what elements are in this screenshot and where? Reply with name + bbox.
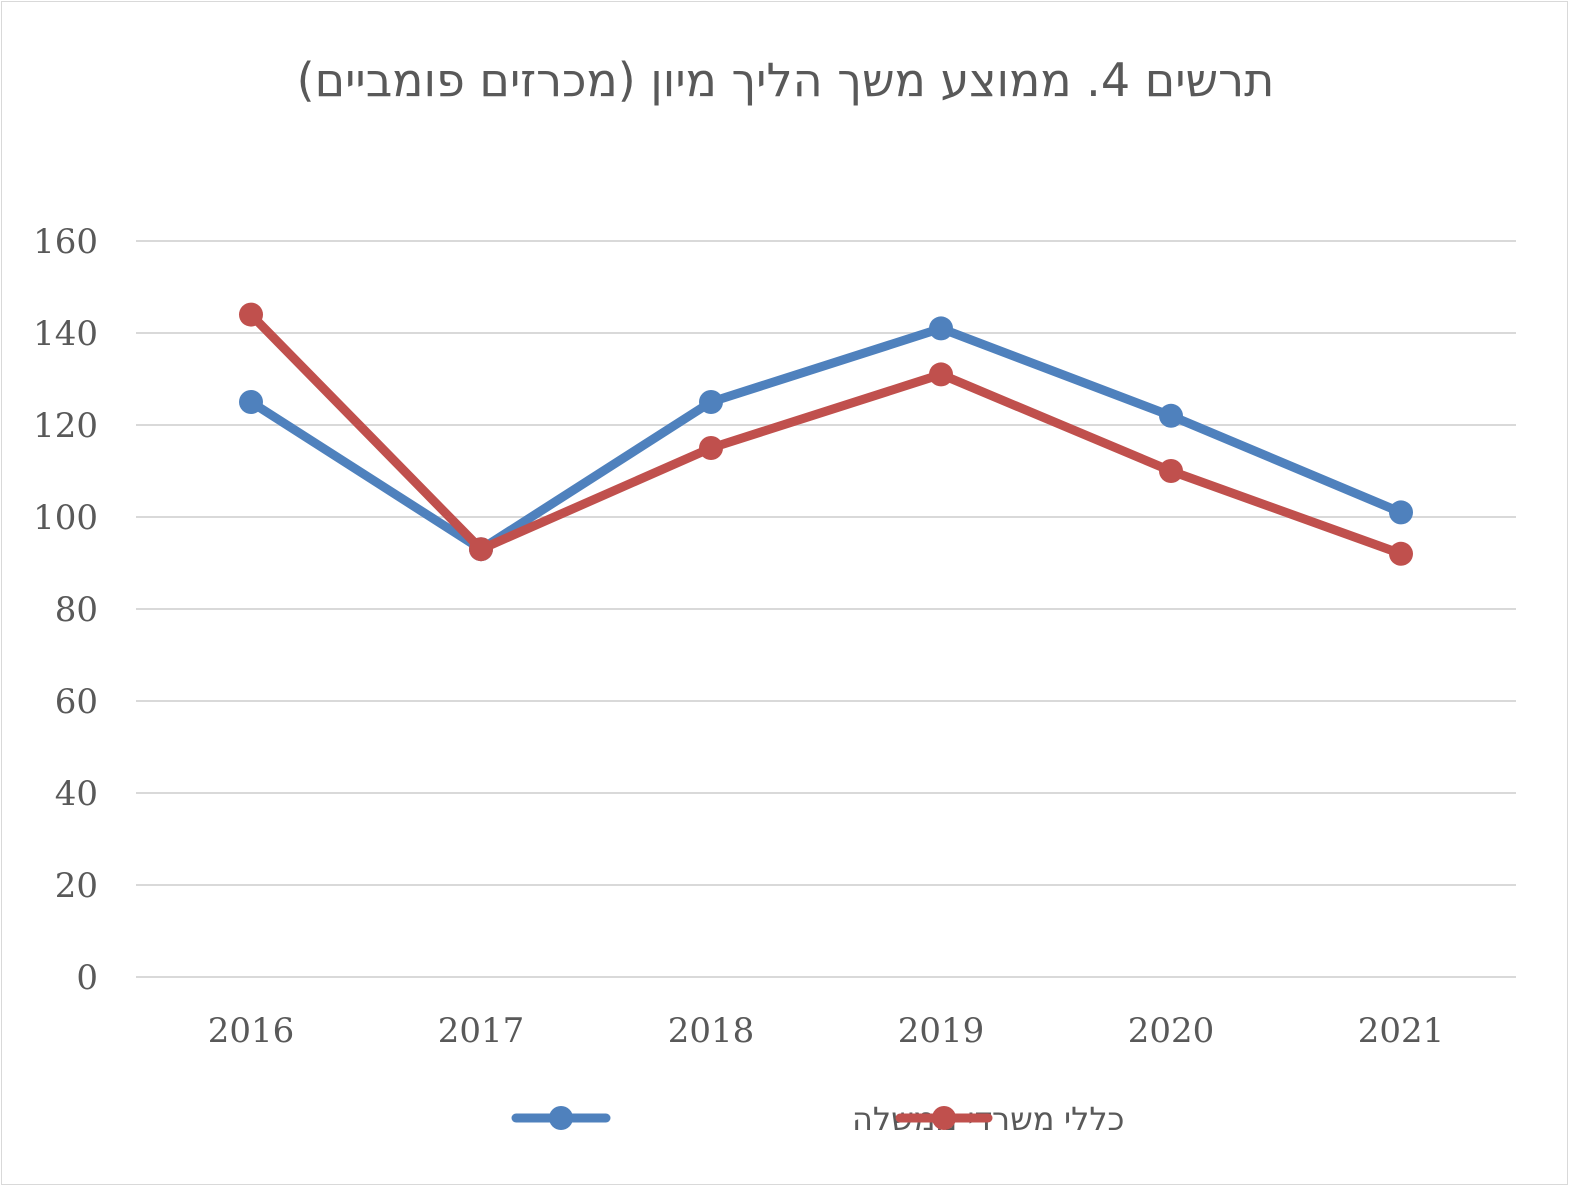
data-point — [699, 436, 723, 460]
data-point — [239, 302, 263, 327]
data-point — [239, 390, 263, 414]
legend-label: כללי — [1064, 1100, 1124, 1138]
data-point — [699, 390, 723, 414]
chart-title: תרשים 4. ממוצע משך הליך מיון (מכרזים פומ… — [296, 53, 1275, 107]
data-point — [1389, 541, 1413, 566]
data-point — [1159, 403, 1183, 428]
x-tick-label: 2019 — [898, 1011, 985, 1051]
series-line — [246, 310, 1406, 559]
data-point — [1159, 459, 1183, 483]
y-tick-label: 120 — [33, 406, 98, 446]
x-tick-label: 2020 — [1128, 1011, 1215, 1051]
y-tick-label: 20 — [55, 866, 98, 906]
y-tick-label: 140 — [33, 314, 98, 354]
legend-swatch-marker — [932, 1106, 956, 1130]
series-lines — [239, 302, 1413, 566]
series-line — [246, 323, 1406, 554]
y-tick-label: 40 — [55, 774, 98, 814]
data-point — [929, 316, 953, 341]
legend-swatch-marker — [549, 1106, 573, 1130]
x-axis-ticks: 2016 2017 2018 2019 2020 2021 — [208, 1011, 1445, 1051]
data-point — [1389, 500, 1413, 525]
data-point — [929, 362, 953, 387]
y-tick-label: 80 — [55, 590, 98, 630]
x-tick-label: 2016 — [208, 1011, 295, 1051]
y-tick-label: 60 — [55, 682, 98, 722]
y-axis-ticks: 0 20 40 60 80 100 120 140 160 — [33, 222, 98, 998]
x-tick-label: 2017 — [438, 1011, 525, 1051]
data-point — [469, 537, 493, 562]
y-tick-label: 160 — [33, 222, 98, 262]
gridlines — [136, 240, 1516, 978]
x-tick-label: 2018 — [668, 1011, 755, 1051]
legend: משרדי ממשלהכללי — [511, 1100, 1124, 1138]
y-tick-label: 100 — [33, 498, 98, 538]
x-tick-label: 2021 — [1358, 1011, 1445, 1051]
y-tick-label: 0 — [76, 958, 98, 998]
